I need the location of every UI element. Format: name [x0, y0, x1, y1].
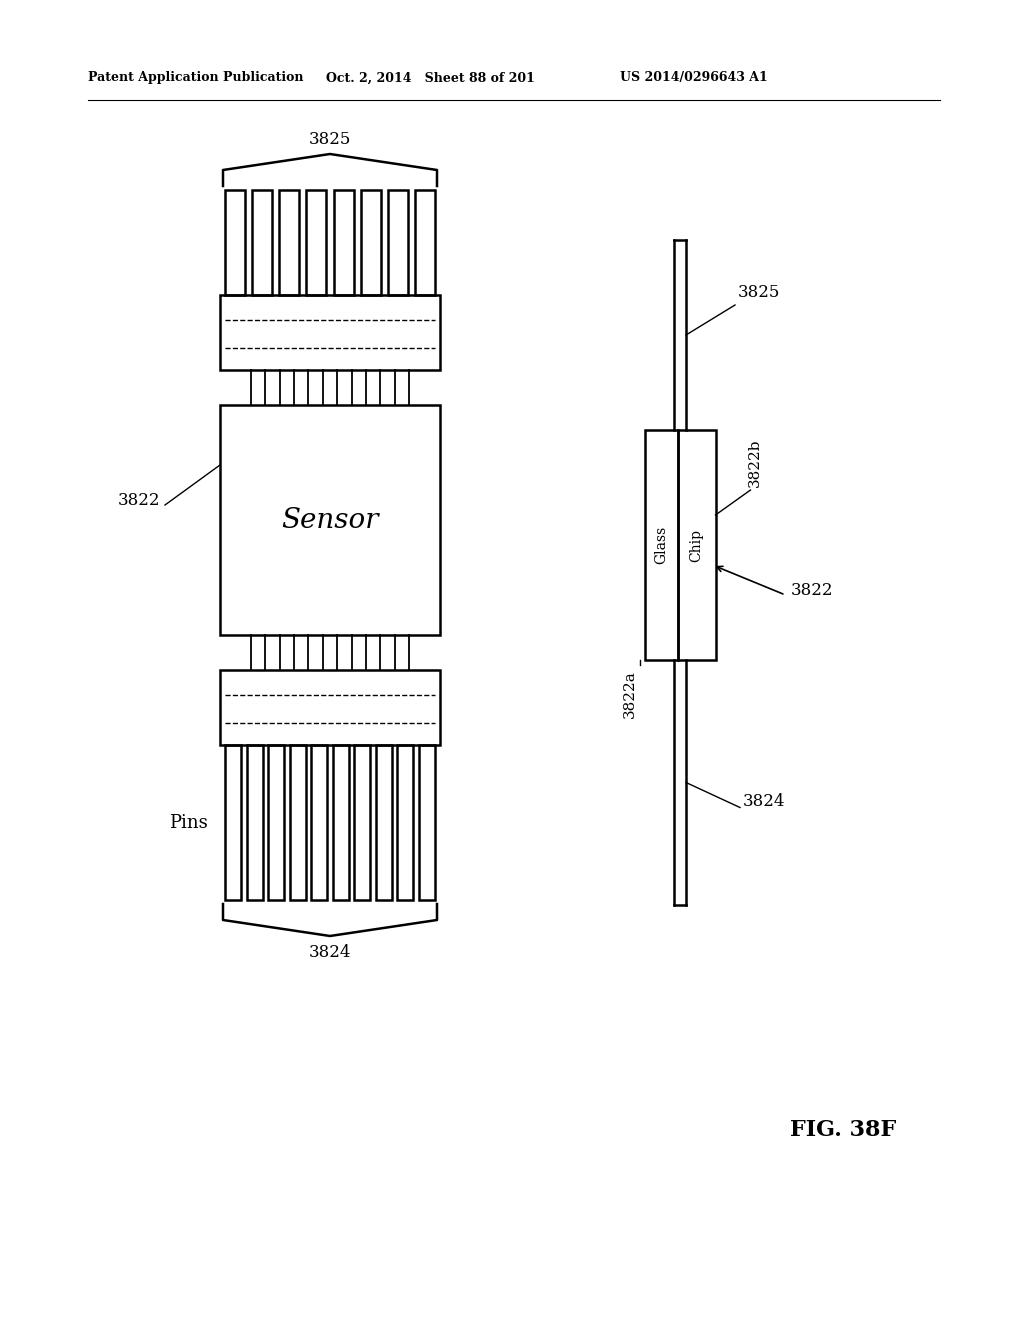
- Bar: [354, 744, 371, 900]
- Bar: [225, 190, 245, 294]
- Text: Pins: Pins: [169, 813, 208, 832]
- Text: US 2014/0296643 A1: US 2014/0296643 A1: [620, 71, 768, 84]
- Bar: [415, 190, 435, 294]
- Bar: [397, 744, 414, 900]
- Bar: [247, 744, 262, 900]
- Text: 3825: 3825: [738, 284, 780, 301]
- Bar: [311, 744, 328, 900]
- Text: 3822a: 3822a: [623, 671, 637, 718]
- Bar: [220, 405, 440, 635]
- Bar: [252, 190, 272, 294]
- Bar: [220, 671, 440, 744]
- Bar: [334, 190, 353, 294]
- Bar: [280, 190, 299, 294]
- Bar: [388, 190, 408, 294]
- Bar: [360, 190, 381, 294]
- Text: 3825: 3825: [309, 131, 351, 148]
- Bar: [678, 430, 716, 660]
- Text: Oct. 2, 2014   Sheet 88 of 201: Oct. 2, 2014 Sheet 88 of 201: [326, 71, 535, 84]
- Text: FIG. 38F: FIG. 38F: [790, 1119, 896, 1140]
- Text: 3822: 3822: [791, 582, 833, 599]
- Bar: [225, 744, 241, 900]
- Text: 3824: 3824: [309, 944, 351, 961]
- Text: Chip: Chip: [689, 528, 703, 561]
- Bar: [376, 744, 392, 900]
- Bar: [306, 190, 327, 294]
- Text: Sensor: Sensor: [282, 507, 379, 533]
- Bar: [220, 294, 440, 370]
- Bar: [644, 430, 678, 660]
- Text: 3822b: 3822b: [748, 438, 762, 487]
- Text: 3822: 3822: [118, 492, 160, 510]
- Text: Patent Application Publication: Patent Application Publication: [88, 71, 303, 84]
- Bar: [419, 744, 435, 900]
- Bar: [333, 744, 349, 900]
- Text: Glass: Glass: [654, 525, 668, 564]
- Bar: [290, 744, 305, 900]
- Text: 3824: 3824: [743, 793, 785, 810]
- Bar: [268, 744, 284, 900]
